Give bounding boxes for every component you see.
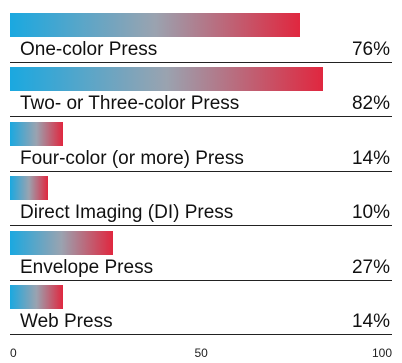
category-label: Direct Imaging (DI) Press (20, 202, 234, 224)
value-label: 76% (351, 39, 390, 60)
value-label: 14% (351, 147, 390, 169)
bar (10, 285, 64, 309)
bar (10, 13, 301, 37)
value-label: 82% (351, 93, 390, 115)
bar (10, 176, 49, 201)
category-label: Envelope Press (20, 256, 154, 278)
value-label: 27% (351, 256, 390, 278)
value-label: 14% (351, 311, 390, 332)
row-divider (10, 279, 392, 281)
row-divider (10, 225, 392, 227)
category-label: Web Press (20, 311, 113, 332)
row-divider (10, 62, 392, 63)
x-tick-label: 100 (372, 346, 393, 360)
bar (10, 67, 324, 92)
category-label: Four-color (or more) Press (20, 147, 244, 169)
bar (10, 121, 64, 146)
x-tick-label: 0 (10, 346, 17, 360)
row-divider (10, 116, 392, 118)
row-divider (10, 170, 392, 172)
category-label: One-color Press (20, 39, 158, 60)
bar (10, 230, 114, 255)
category-label: Two- or Three-color Press (20, 93, 240, 115)
row-divider (10, 334, 392, 335)
value-label: 10% (351, 202, 390, 224)
x-tick-label: 50 (194, 346, 208, 360)
